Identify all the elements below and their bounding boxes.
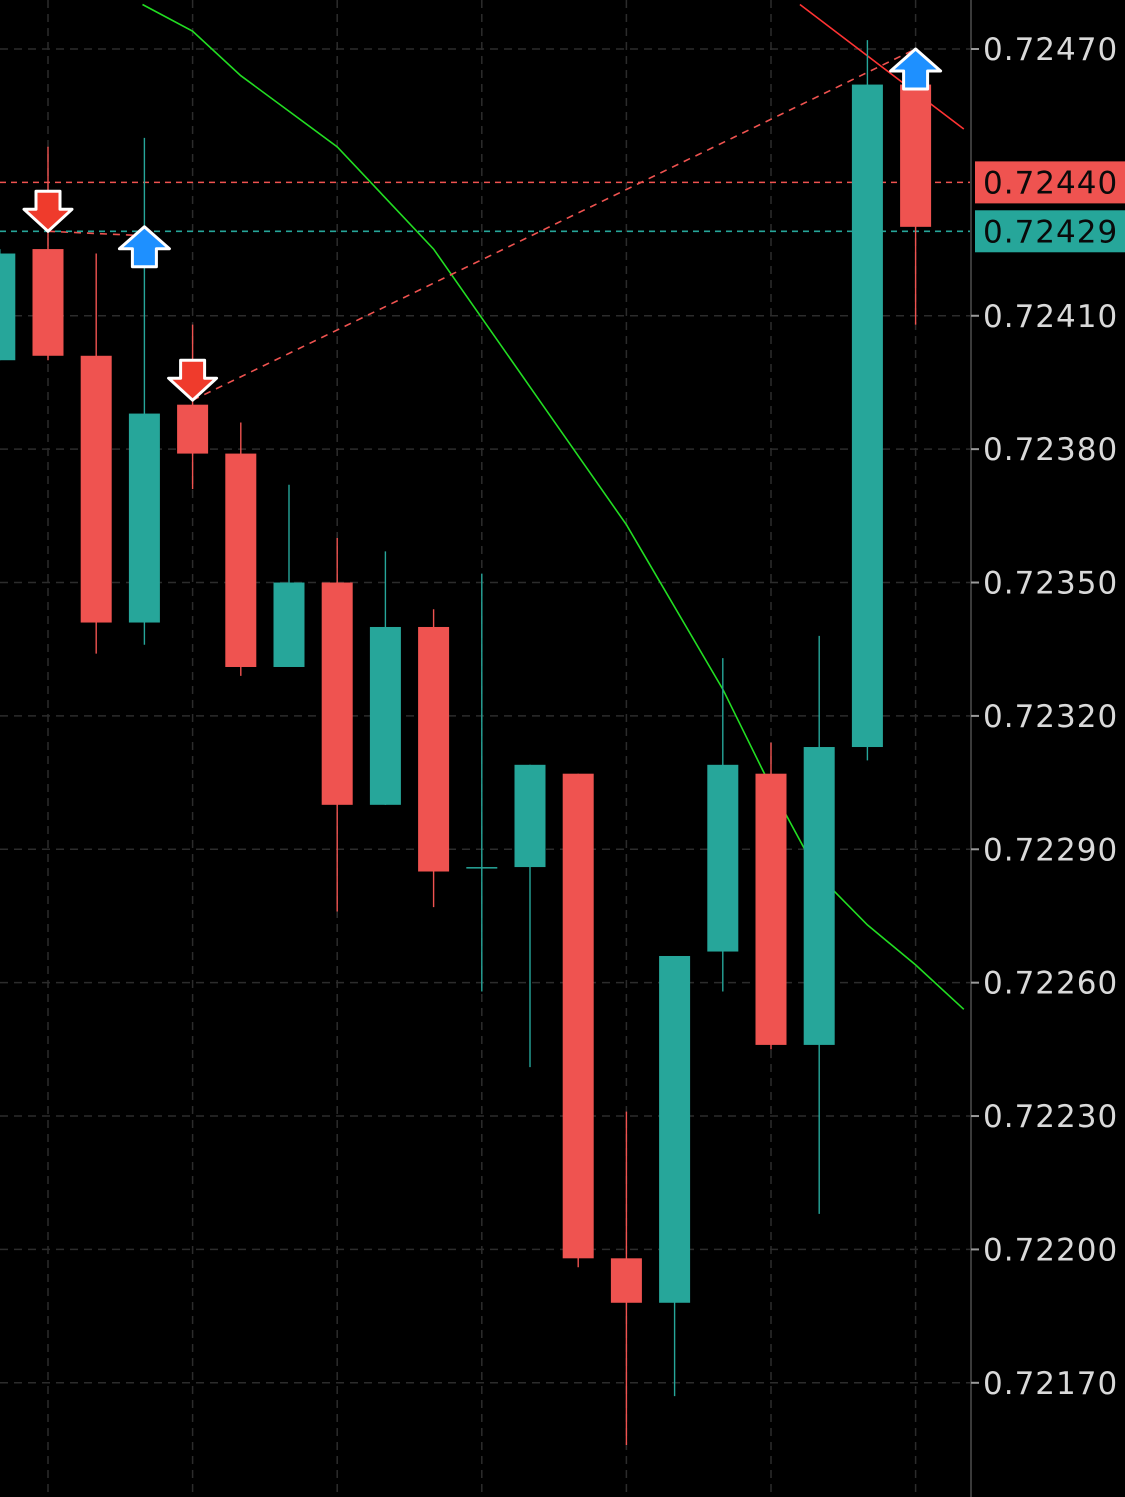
trend-line-2 [47, 230, 145, 237]
buy-arrow-icon-1 [117, 225, 171, 269]
candle-2[interactable] [128, 137, 160, 645]
candle-body [225, 453, 257, 667]
candle-1[interactable] [80, 253, 112, 654]
trend-line-1 [192, 48, 916, 401]
sell-arrow-icon-0 [22, 189, 74, 233]
candle-body [80, 355, 112, 623]
tick-label-1: 0.72410 [983, 299, 1118, 335]
tick-label-7: 0.72230 [983, 1099, 1118, 1135]
sell-arrow-icon-2 [167, 358, 219, 402]
candle-15[interactable] [755, 742, 787, 1050]
tick-label-3: 0.72350 [983, 566, 1118, 602]
candles-layer[interactable] [0, 40, 932, 1446]
candle-4[interactable] [225, 422, 257, 676]
candle-body [128, 413, 160, 623]
candle-18[interactable] [900, 84, 932, 325]
trend-lines-layer [47, 3, 965, 401]
candle--1[interactable] [0, 249, 16, 361]
candle-14[interactable] [707, 658, 739, 992]
candle-body [851, 84, 883, 748]
candle-body [659, 955, 691, 1303]
candle-12[interactable] [610, 1111, 642, 1446]
candle-body [418, 626, 450, 872]
candle-body [177, 404, 209, 454]
tick-label-2: 0.72380 [983, 432, 1118, 468]
price-tag-bg [975, 161, 1125, 204]
candle-8[interactable] [418, 609, 450, 908]
candle-body [610, 1258, 642, 1303]
candle-body [707, 764, 739, 952]
candle-7[interactable] [369, 551, 401, 805]
moving-average-layer [142, 3, 965, 1010]
candle-body [514, 764, 546, 868]
candle-body [755, 773, 787, 1045]
buy-arrow-icon-3 [889, 47, 943, 91]
moving-average-line [142, 3, 965, 1010]
candle-body [562, 773, 594, 1259]
candle-0[interactable] [32, 146, 64, 361]
candle-6[interactable] [321, 538, 353, 912]
candle-5[interactable] [273, 484, 305, 667]
tick-label-6: 0.72260 [983, 966, 1118, 1002]
tick-label-5: 0.72290 [983, 832, 1118, 868]
price-tag-1: 0.72429 [975, 210, 1125, 253]
trend-line-0 [799, 3, 965, 130]
price-tag-label: 0.72429 [983, 214, 1118, 250]
signals-layer [22, 47, 943, 402]
tick-label-0: 0.72470 [983, 32, 1118, 68]
candle-body [803, 747, 835, 1045]
candle-9[interactable] [466, 573, 498, 992]
candle-body [273, 582, 305, 667]
price-axis[interactable]: 0.72470 0.72410 0.72380 0.72350 0.72320 0.722… [971, 32, 1125, 1402]
candle-body [32, 249, 64, 356]
price-tag-bg [975, 210, 1125, 253]
candle-16[interactable] [803, 635, 835, 1214]
candle-body [321, 582, 353, 805]
price-tag-label: 0.72440 [983, 165, 1118, 201]
candle-10[interactable] [514, 764, 546, 1068]
candle-13[interactable] [659, 955, 691, 1397]
tick-label-9: 0.72170 [983, 1366, 1118, 1402]
tick-label-4: 0.72320 [983, 699, 1118, 735]
price-tag-0: 0.72440 [975, 161, 1125, 204]
candle-11[interactable] [562, 773, 594, 1268]
candle-3[interactable] [177, 324, 209, 490]
price-lines-layer [0, 181, 971, 233]
candle-body [900, 84, 932, 227]
candle-body [466, 867, 498, 869]
candle-body [0, 253, 16, 361]
tick-label-8: 0.72200 [983, 1232, 1118, 1268]
candle-17[interactable] [851, 40, 883, 761]
candle-body [369, 626, 401, 805]
